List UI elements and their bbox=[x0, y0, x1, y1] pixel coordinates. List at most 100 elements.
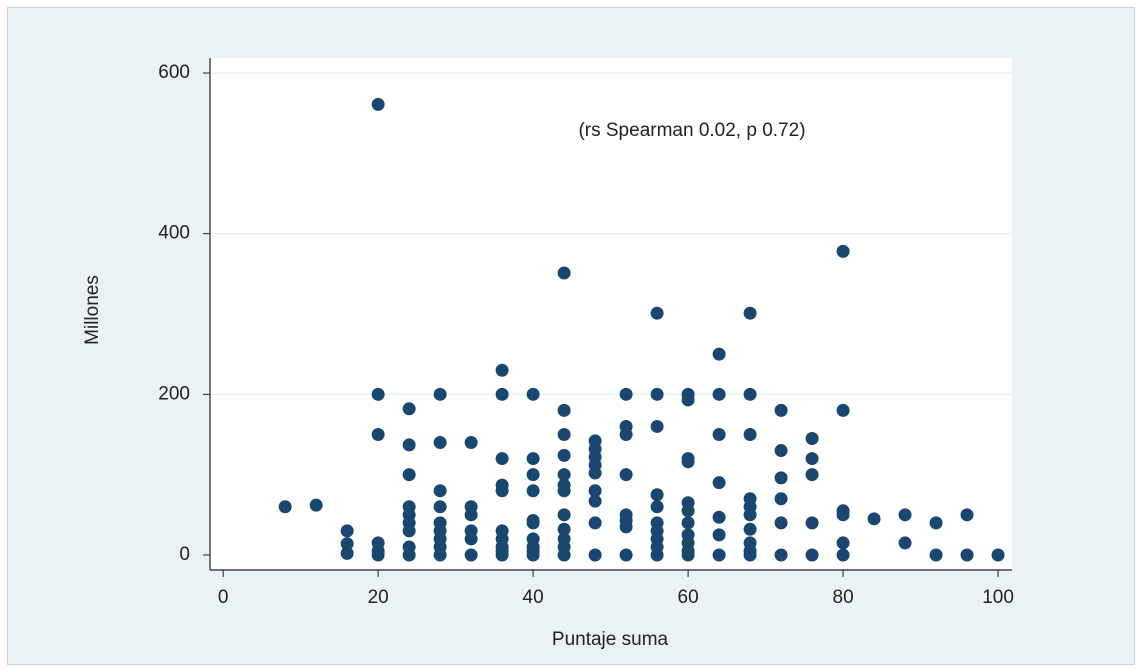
point bbox=[464, 508, 478, 522]
point bbox=[619, 520, 633, 534]
point bbox=[557, 403, 571, 417]
annotation: (rs Spearman 0.02, p 0.72) bbox=[578, 120, 805, 141]
point bbox=[402, 438, 416, 452]
point bbox=[464, 436, 478, 450]
point bbox=[805, 516, 819, 530]
point bbox=[557, 522, 571, 536]
point bbox=[650, 419, 664, 433]
point bbox=[681, 455, 695, 469]
point bbox=[557, 266, 571, 280]
x-tick-label: 60 bbox=[678, 587, 699, 608]
point bbox=[495, 484, 509, 498]
point bbox=[588, 516, 602, 530]
point bbox=[960, 508, 974, 522]
point bbox=[774, 548, 788, 562]
x-tick-label: 40 bbox=[523, 587, 544, 608]
point bbox=[464, 548, 478, 562]
point bbox=[774, 403, 788, 417]
point bbox=[340, 524, 354, 538]
point bbox=[433, 484, 447, 498]
point bbox=[278, 500, 292, 514]
point bbox=[867, 512, 881, 526]
point bbox=[371, 97, 385, 111]
point bbox=[588, 484, 602, 498]
point bbox=[340, 537, 354, 551]
x-tick-label: 80 bbox=[833, 587, 854, 608]
point bbox=[898, 536, 912, 550]
point bbox=[929, 548, 943, 562]
y-tick-label: 0 bbox=[179, 544, 190, 565]
point bbox=[836, 548, 850, 562]
point bbox=[681, 548, 695, 562]
point bbox=[836, 403, 850, 417]
point bbox=[650, 548, 664, 562]
point bbox=[526, 468, 540, 482]
point bbox=[402, 524, 416, 538]
point bbox=[495, 452, 509, 466]
point bbox=[619, 548, 633, 562]
point bbox=[433, 436, 447, 450]
point bbox=[526, 548, 540, 562]
point bbox=[402, 468, 416, 482]
point bbox=[743, 522, 757, 536]
point bbox=[526, 452, 540, 466]
point bbox=[495, 387, 509, 401]
point bbox=[743, 306, 757, 320]
point bbox=[557, 508, 571, 522]
point bbox=[557, 427, 571, 441]
point bbox=[805, 432, 819, 446]
plot-area bbox=[210, 58, 1012, 570]
point bbox=[712, 427, 726, 441]
point bbox=[836, 244, 850, 258]
point bbox=[371, 548, 385, 562]
point bbox=[712, 548, 726, 562]
point bbox=[619, 387, 633, 401]
point bbox=[898, 508, 912, 522]
point bbox=[557, 548, 571, 562]
point bbox=[650, 387, 664, 401]
point bbox=[712, 387, 726, 401]
point bbox=[712, 347, 726, 361]
point bbox=[340, 546, 354, 560]
y-tick-label: 200 bbox=[158, 383, 190, 404]
point bbox=[681, 516, 695, 530]
point bbox=[588, 548, 602, 562]
point bbox=[495, 363, 509, 377]
point bbox=[712, 510, 726, 524]
point bbox=[433, 500, 447, 514]
point bbox=[805, 548, 819, 562]
point bbox=[619, 468, 633, 482]
point bbox=[681, 393, 695, 407]
point bbox=[371, 387, 385, 401]
x-axis-title: Puntaje suma bbox=[552, 629, 669, 650]
point bbox=[774, 492, 788, 506]
point bbox=[557, 468, 571, 482]
y-tick-label: 400 bbox=[158, 223, 190, 244]
point bbox=[650, 500, 664, 514]
y-axis-title: Millones bbox=[82, 275, 103, 345]
x-tick-label: 100 bbox=[982, 587, 1014, 608]
point bbox=[309, 498, 323, 512]
point bbox=[650, 488, 664, 502]
point bbox=[433, 387, 447, 401]
point bbox=[743, 508, 757, 522]
point bbox=[402, 402, 416, 416]
point bbox=[371, 427, 385, 441]
point bbox=[743, 548, 757, 562]
point bbox=[650, 306, 664, 320]
point bbox=[433, 548, 447, 562]
point bbox=[712, 476, 726, 490]
point bbox=[526, 484, 540, 498]
point bbox=[805, 468, 819, 482]
point bbox=[774, 516, 788, 530]
point bbox=[588, 494, 602, 508]
point bbox=[805, 452, 819, 466]
point bbox=[712, 528, 726, 542]
point bbox=[681, 504, 695, 518]
y-tick-label: 600 bbox=[158, 62, 190, 83]
x-tick-label: 0 bbox=[218, 587, 229, 608]
point bbox=[743, 427, 757, 441]
point bbox=[557, 448, 571, 462]
x-tick-label: 20 bbox=[368, 587, 389, 608]
